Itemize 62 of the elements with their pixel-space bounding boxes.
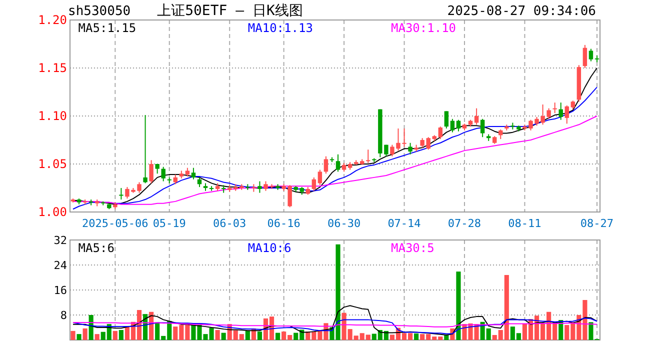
bar — [275, 332, 280, 340]
candlestick — [582, 44, 588, 68]
bar — [245, 330, 250, 340]
candlestick — [438, 126, 443, 140]
candlestick — [149, 160, 154, 184]
x-tick-label: 2025-05-06 — [82, 217, 148, 230]
y-tick-label: 8 — [60, 309, 67, 322]
x-tick-label: 08-27 — [580, 217, 614, 230]
y-tick-label: 1.10 — [38, 109, 67, 123]
bar — [221, 332, 226, 340]
x-tick-label: 06-30 — [327, 217, 361, 230]
candlestick — [444, 110, 449, 129]
x-tick-label: 06-16 — [267, 217, 300, 230]
candlestick — [564, 104, 569, 124]
candlestick — [336, 154, 340, 172]
y-tick-label: 16 — [54, 284, 67, 297]
legend: MA5:6 MA10:6 MA30:5 — [78, 241, 434, 255]
candlestick — [221, 184, 226, 194]
bar — [118, 330, 124, 340]
chart-subtitle: sh530050 — [68, 4, 131, 19]
candlestick — [480, 118, 485, 138]
x-tick-label: 05-19 — [152, 217, 186, 230]
candlestick — [119, 188, 124, 200]
candlestick — [588, 48, 594, 62]
candlestick — [450, 118, 455, 133]
candlestick — [143, 114, 148, 184]
candlestick — [366, 149, 370, 164]
bar — [456, 272, 461, 340]
x-tick-label: 07-28 — [448, 217, 482, 230]
x-tick-label: 08-11 — [508, 217, 542, 230]
candlestick — [258, 180, 262, 194]
y-tick-label: 24 — [54, 259, 68, 272]
bar — [76, 334, 82, 340]
text: 2025-08-27 09:34:06 — [447, 4, 596, 19]
candlestick — [191, 167, 196, 180]
y-tick-label: 32 — [54, 234, 67, 247]
x-tick-label: 06-03 — [213, 217, 246, 230]
bar — [112, 330, 118, 340]
candlestick — [474, 108, 479, 126]
legend: MA5:1.15 MA10:1.13 MA30:1.10 — [78, 21, 456, 35]
candlestick — [312, 176, 316, 192]
candlestick — [161, 166, 166, 182]
bar — [257, 332, 262, 340]
candlestick — [552, 102, 557, 114]
bar — [215, 330, 220, 340]
y-tick-label: 1.05 — [38, 157, 67, 171]
y-tick-label: 1.15 — [38, 61, 67, 75]
candlestick — [318, 169, 322, 186]
x-tick-label: 07-14 — [388, 217, 422, 230]
y-tick-label: 1.20 — [38, 13, 67, 27]
candlestick — [408, 142, 412, 155]
candlestick — [456, 119, 461, 132]
bar — [414, 333, 419, 340]
y-tick-label: 1.00 — [38, 205, 67, 219]
bar — [70, 330, 76, 340]
candlestick — [155, 164, 160, 174]
bar — [94, 334, 100, 340]
candlestick — [324, 156, 328, 174]
bar — [82, 328, 88, 340]
chart-title: 上证50ETF — 日K线图 — [157, 3, 303, 19]
candlestick — [252, 184, 256, 192]
candlestick — [558, 102, 563, 120]
